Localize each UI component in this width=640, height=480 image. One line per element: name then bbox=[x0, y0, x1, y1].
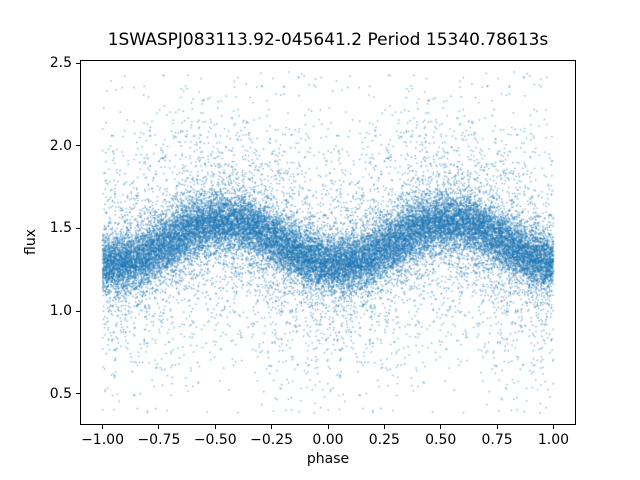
x-tick bbox=[214, 425, 216, 429]
y-tick-label: 0.5 bbox=[49, 385, 72, 402]
y-tick-label: 1.5 bbox=[49, 220, 72, 237]
y-tick-label: 2.0 bbox=[49, 137, 72, 154]
y-tick-label: 1.0 bbox=[49, 303, 72, 320]
x-tick bbox=[271, 425, 273, 429]
x-axis-label: phase bbox=[306, 451, 350, 467]
y-tick bbox=[76, 227, 80, 229]
x-tick bbox=[383, 425, 385, 429]
x-tick bbox=[496, 425, 498, 429]
scatter-points-canvas bbox=[80, 60, 576, 425]
x-tick-label: −1.00 bbox=[81, 432, 124, 448]
y-tick bbox=[76, 62, 80, 64]
x-tick-label: 0.00 bbox=[312, 432, 344, 448]
x-tick-label: 0.50 bbox=[425, 432, 457, 448]
chart-title: 1SWASPJ083113.92-045641.2 Period 15340.7… bbox=[107, 30, 549, 50]
x-tick bbox=[440, 425, 442, 429]
x-tick-label: 0.25 bbox=[368, 432, 400, 448]
x-tick-label: −0.50 bbox=[193, 432, 237, 448]
y-tick bbox=[76, 310, 80, 312]
x-tick-label: −0.75 bbox=[137, 432, 181, 448]
y-tick bbox=[76, 145, 80, 147]
x-tick-label: −0.25 bbox=[250, 432, 294, 448]
x-tick-label: 0.75 bbox=[481, 432, 513, 448]
y-tick-label: 2.5 bbox=[49, 55, 72, 72]
x-tick bbox=[102, 425, 104, 429]
x-tick bbox=[327, 425, 329, 429]
x-tick-label: 1.00 bbox=[537, 432, 570, 448]
y-tick bbox=[76, 393, 80, 395]
x-tick bbox=[552, 425, 554, 429]
x-tick bbox=[158, 425, 160, 429]
